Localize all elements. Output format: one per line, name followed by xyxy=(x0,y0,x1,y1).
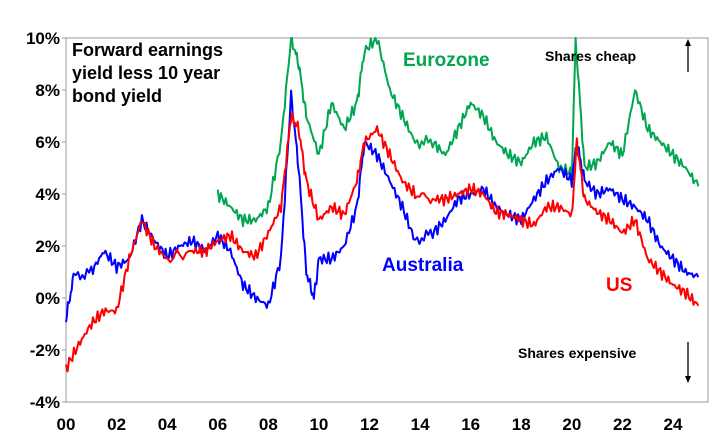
y-tick-label: -2% xyxy=(30,341,60,360)
x-tick-label: 18 xyxy=(512,415,531,434)
x-tick-label: 10 xyxy=(309,415,328,434)
annotation-shares-expensive: Shares expensive xyxy=(518,345,637,361)
x-tick-label: 02 xyxy=(107,415,126,434)
axes: -4% -2% 0% 2% 4% 6% 8% 10% 00 02 04 06 08 10 12 14 16 18 2… xyxy=(26,29,709,434)
series-label-us: US xyxy=(606,275,632,296)
x-tick-label: 22 xyxy=(613,415,632,434)
series-label-eurozone: Eurozone xyxy=(403,50,490,71)
chart-title-line-2: yield less 10 year xyxy=(72,63,220,83)
y-tick-label: 2% xyxy=(35,237,60,256)
x-tick-label: 16 xyxy=(461,415,480,434)
x-tick-label: 06 xyxy=(208,415,227,434)
y-tick-label: 10% xyxy=(26,29,60,48)
x-tick-label: 08 xyxy=(259,415,278,434)
y-tick-label: 4% xyxy=(35,185,60,204)
chart-title-line-3: bond yield xyxy=(72,86,162,106)
series-lines xyxy=(65,37,700,373)
x-tick-label: 14 xyxy=(411,415,430,434)
annotation-shares-cheap: Shares cheap xyxy=(545,48,636,64)
x-tick-label: 04 xyxy=(158,415,177,434)
x-tick-label: 20 xyxy=(562,415,581,434)
series-line-eurozone xyxy=(216,37,700,228)
x-tick-label: 00 xyxy=(57,415,76,434)
x-tick-label: 24 xyxy=(664,415,683,434)
chart-title-line-1: Forward earnings xyxy=(72,40,223,60)
plot-frame xyxy=(65,37,709,403)
arrow-down-icon xyxy=(685,342,691,383)
x-tick-label: 12 xyxy=(360,415,379,434)
y-tick-label: 8% xyxy=(35,81,60,100)
y-tick-label: 6% xyxy=(35,133,60,152)
series-label-australia: Australia xyxy=(382,255,464,276)
arrow-up-icon xyxy=(685,39,691,72)
series-line-australia xyxy=(65,89,700,323)
series-line-us xyxy=(65,112,700,373)
y-tick-label: 0% xyxy=(35,289,60,308)
y-tick-label: -4% xyxy=(30,393,60,412)
